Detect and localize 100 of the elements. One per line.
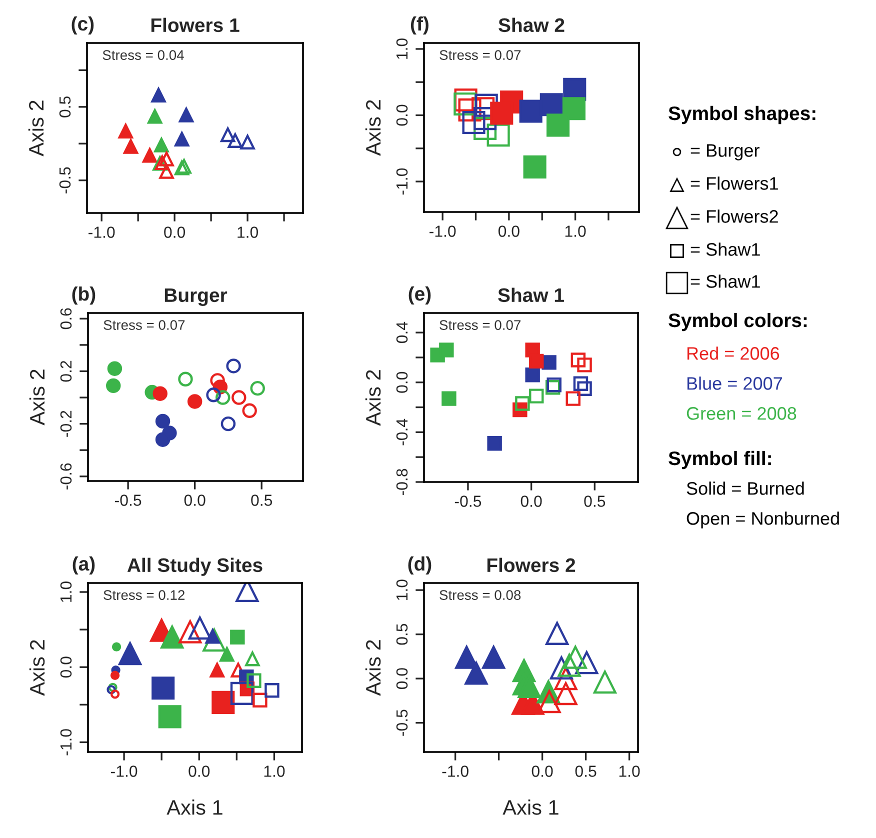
y-tick-label: 1.0: [60, 582, 72, 602]
text: Red = 2006: [687, 346, 780, 360]
y-tick-label: 0.0: [396, 668, 408, 690]
point: [564, 646, 587, 669]
x-tick-label: -0.5: [115, 494, 142, 506]
point: [562, 97, 586, 120]
y-tick-label: -0.4: [396, 418, 408, 446]
annotation: Stress = 0.07: [440, 320, 521, 330]
point: [220, 127, 236, 142]
y-axis-title: Axis 2: [28, 100, 44, 156]
point: [554, 667, 578, 690]
annotation: Stress = 0.04: [102, 50, 184, 60]
y-tick-label: -1.0: [396, 168, 408, 195]
point: [558, 654, 581, 677]
point: [118, 124, 134, 138]
point: [593, 670, 616, 694]
point: [106, 378, 121, 394]
text: Symbol shapes:: [668, 106, 816, 124]
point: [462, 111, 486, 134]
point: [230, 682, 254, 705]
x-tick-label: -0.5: [454, 496, 482, 507]
point: [174, 132, 190, 147]
y-tick-label: 0.0: [396, 372, 408, 393]
y-tick-label: 0.5: [59, 96, 71, 118]
x-axis-title: Axis 1: [502, 800, 558, 815]
point: [439, 342, 454, 358]
point: [178, 620, 202, 644]
point: [566, 391, 580, 406]
text: (f): [410, 16, 428, 35]
point: [118, 642, 142, 666]
y-tick-label: 0.0: [60, 656, 72, 678]
point: [482, 646, 506, 669]
y-axis-title: Axis 2: [29, 370, 45, 426]
x-tick-label: -1.0: [430, 226, 456, 237]
x-tick-label: 1.0: [565, 226, 586, 237]
point: [154, 138, 169, 152]
y-tick-label: 0.5: [396, 624, 408, 645]
point: [546, 622, 569, 645]
point: [570, 352, 586, 368]
point: [250, 380, 265, 396]
point: [107, 361, 122, 376]
x-tick-label: 1.0: [264, 766, 285, 777]
text: (e): [408, 286, 431, 305]
point: [232, 390, 246, 405]
y-axis-title: Axis 2: [365, 100, 381, 156]
x-tick-label: 0.0: [188, 766, 210, 777]
chart-title: Burger: [164, 288, 228, 306]
point: [486, 124, 510, 147]
point: [542, 355, 556, 370]
x-tick-label: 1.0: [238, 226, 258, 238]
point: [188, 616, 212, 640]
x-tick-label: 0.0: [164, 226, 186, 238]
point: [546, 114, 570, 137]
text: (a): [72, 556, 95, 575]
annotation: Stress = 0.07: [440, 50, 521, 60]
point: [575, 651, 598, 674]
y-tick-label: 0.2: [60, 360, 72, 382]
point: [519, 100, 542, 123]
y-tick-label: -0.2: [60, 410, 72, 437]
text: Green = 2008: [686, 407, 796, 420]
x-tick-label: 0.0: [184, 494, 206, 506]
x-tick-label: 0.0: [532, 766, 553, 777]
y-axis-title: Axis 2: [29, 640, 45, 696]
point: [474, 107, 497, 130]
x-tick-label: 0.5: [251, 494, 272, 506]
x-tick-label: 0.0: [520, 496, 542, 507]
x-tick-label: 0.5: [584, 496, 606, 507]
point: [442, 391, 456, 406]
point: [554, 682, 578, 706]
point: [515, 396, 530, 411]
point: [540, 93, 563, 116]
y-tick-label: 1.0: [396, 580, 408, 600]
point: [487, 436, 502, 451]
text: = Flowers2: [690, 210, 778, 223]
text: (c): [72, 16, 94, 34]
point: [216, 390, 230, 405]
y-axis-title: Axis 2: [365, 370, 381, 426]
chart-title: Flowers 2: [487, 558, 576, 572]
x-axis-title: Axis 1: [166, 800, 222, 815]
point: [577, 358, 592, 372]
point: [160, 626, 184, 649]
point: [220, 646, 234, 662]
point: [226, 358, 241, 374]
point: [220, 416, 236, 432]
y-tick-label: 0.0: [396, 104, 408, 126]
chart-title: Flowers 1: [151, 18, 240, 32]
y-tick-label: -0.5: [59, 167, 71, 194]
point: [525, 368, 540, 382]
point: [152, 386, 168, 401]
point: [110, 690, 120, 699]
point: [573, 376, 588, 391]
y-tick-label: -0.6: [60, 463, 72, 490]
point: [529, 388, 544, 404]
point: [187, 394, 202, 409]
y-axis-title: Axis 2: [365, 640, 381, 696]
point: [246, 673, 262, 688]
x-tick-label: -1.0: [88, 226, 115, 238]
point: [212, 690, 235, 714]
point: [155, 414, 170, 429]
y-tick-label: -0.8: [396, 468, 408, 496]
